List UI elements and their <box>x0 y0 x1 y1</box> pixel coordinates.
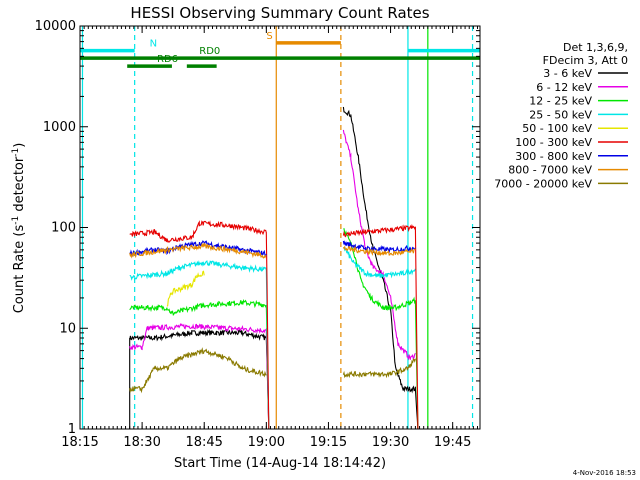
legend-label-7: 800 - 7000 keV <box>508 164 592 177</box>
legend-label-0: 3 - 6 keV <box>543 67 592 80</box>
x-tick-label: 18:45 <box>185 435 222 450</box>
series-3 <box>129 246 416 430</box>
series-line-3-0 <box>129 260 270 430</box>
series-line-7-1 <box>342 245 416 257</box>
legend-header-line-2: FDecim 3, Att 0 <box>543 54 628 67</box>
series-line-2-1 <box>343 227 419 430</box>
axes: 18:15 18:30 18:45 19:00 19:15 19:30 19:45 1 10 10… <box>35 19 480 450</box>
flag-label-4: RD6 <box>157 54 178 65</box>
series-line-5-0 <box>129 220 270 430</box>
series-6 <box>129 240 416 258</box>
series-line-2-0 <box>129 298 270 430</box>
footer-date: 4-Nov-2016 18:53 <box>573 469 636 477</box>
y-tick-label: 10 <box>59 321 76 336</box>
legend-label-8: 7000 - 20000 keV <box>494 177 592 190</box>
legend-label-5: 100 - 300 keV <box>515 136 592 149</box>
x-axis-label: Start Time (14-Aug-14 18:14:42) <box>174 456 386 471</box>
series-line-6-1 <box>342 240 416 254</box>
legend-label-6: 300 - 800 keV <box>515 150 592 163</box>
x-tick-label: 19:30 <box>372 435 409 450</box>
flag-label-0: N <box>150 39 157 50</box>
legend: Det 1,3,6,9, FDecim 3, Att 0 3 - 6 keV6 … <box>494 41 628 190</box>
flag-label-3: RD0 <box>199 46 220 57</box>
legend-label-1: 6 - 12 keV <box>536 81 592 94</box>
y-axis-label: Count Rate (s-1 detector-1) <box>11 143 27 314</box>
series-4 <box>166 270 205 307</box>
series-1 <box>129 129 416 430</box>
series-line-7-0 <box>129 242 267 259</box>
y-tick-label: 1000 <box>43 120 76 135</box>
series-line-8-0 <box>129 347 267 394</box>
series-line-3-1 <box>343 246 416 279</box>
series-line-1-0 <box>129 323 270 430</box>
series-line-1-1 <box>342 129 416 361</box>
series-5 <box>129 220 419 430</box>
series-line-8-1 <box>342 358 416 379</box>
x-tick-label: 19:00 <box>248 435 285 450</box>
chart-title: HESSI Observing Summary Count Rates <box>130 4 429 22</box>
legend-label-3: 25 - 50 keV <box>529 108 592 121</box>
series-line-0-0 <box>129 328 270 430</box>
series-line-4-0 <box>166 270 205 307</box>
x-tick-label: 18:15 <box>61 435 98 450</box>
x-tick-label: 19:15 <box>310 435 347 450</box>
series-7 <box>129 242 416 259</box>
y-tick-label: 1 <box>68 422 76 437</box>
y-tick-label: 10000 <box>35 19 76 34</box>
series-8 <box>129 347 416 394</box>
x-tick-label: 18:30 <box>123 435 160 450</box>
series-2 <box>129 227 419 430</box>
series-line-5-1 <box>342 223 419 430</box>
flag-label-1: S <box>266 31 272 42</box>
legend-header-line-1: Det 1,3,6,9, <box>563 41 628 54</box>
y-tick-label: 100 <box>51 221 76 236</box>
x-tick-label: 19:45 <box>434 435 471 450</box>
plot-content: N S RD0 RD6 <box>80 26 480 430</box>
legend-label-2: 12 - 25 keV <box>529 95 592 108</box>
series-line-6-0 <box>129 240 267 258</box>
legend-label-4: 50 - 100 keV <box>522 122 592 135</box>
